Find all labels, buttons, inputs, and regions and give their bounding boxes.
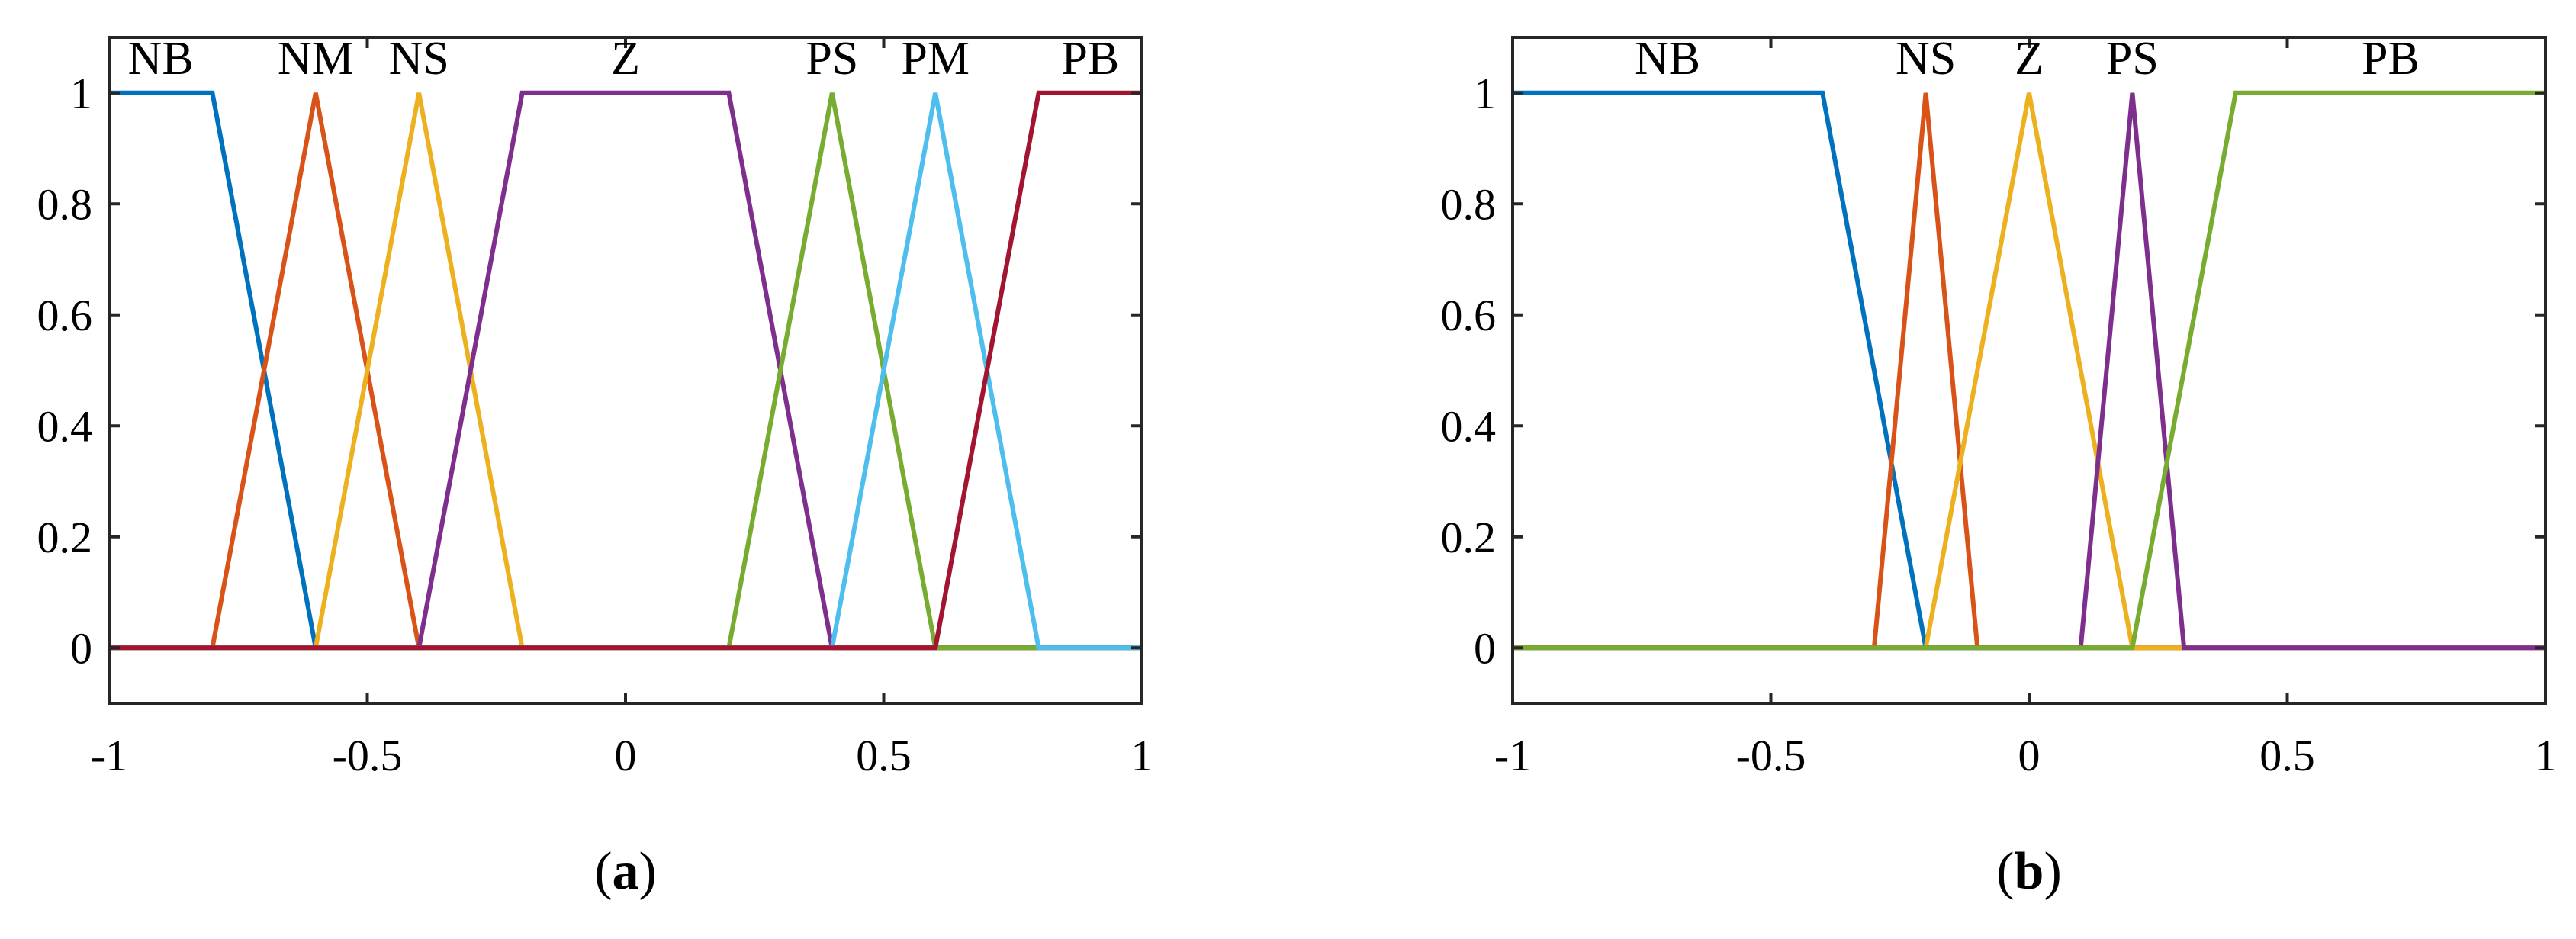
series-label-nb: NB xyxy=(128,33,194,85)
x-tick-label: 1 xyxy=(2535,731,2557,780)
panel-label-letter: a xyxy=(613,842,639,901)
y-tick-label: 0.4 xyxy=(37,401,93,451)
series-label-z: Z xyxy=(611,33,640,85)
panel-label-open-paren: ( xyxy=(594,842,612,901)
series-label-ps: PS xyxy=(806,33,858,85)
series-label-z: Z xyxy=(2015,33,2044,85)
panel-label-letter: b xyxy=(2015,842,2044,901)
series-label-pb: PB xyxy=(1061,33,1119,85)
panel-label-open-paren: ( xyxy=(1996,842,2014,901)
y-tick-label: 0.2 xyxy=(37,513,93,562)
series-label-ns: NS xyxy=(389,33,449,85)
series-line-ns xyxy=(1513,92,2545,651)
panel-label-close-paren: ) xyxy=(2044,842,2061,901)
series-line-pb xyxy=(1513,90,2545,651)
panel-b-chart: -1 -0.5 0 0.5 1 0 0.2 0.4 0.6 0.8 1 NB NS Z PS PB (b) xyxy=(1441,33,2557,901)
series-label-nb: NB xyxy=(1635,33,1700,85)
y-tick-label: 0.6 xyxy=(37,291,93,340)
x-tick-label: 0 xyxy=(2018,731,2041,780)
y-tick-label: 0.8 xyxy=(1441,179,1497,229)
x-tick-label: 0 xyxy=(615,731,637,780)
series-line-z xyxy=(1513,92,2545,651)
series-label-ns: NS xyxy=(1896,33,1956,85)
y-tick-label: 0 xyxy=(70,623,92,673)
panel-label: (b) xyxy=(1996,842,2062,901)
panel-a-chart: -1 -0.5 0 0.5 1 0 0.2 0.4 0.6 0.8 1 NB NM NS Z PS PM PB (a… xyxy=(37,33,1153,901)
y-tick-label: 0.8 xyxy=(37,179,93,229)
series-label-nm: NM xyxy=(278,33,354,85)
x-tick-label: -0.5 xyxy=(333,731,403,780)
series-line-ps xyxy=(1513,92,2545,651)
x-tick-label: 0.5 xyxy=(2259,731,2315,780)
y-tick-label: 0 xyxy=(1474,623,1496,673)
y-tick-label: 0.4 xyxy=(1441,401,1497,451)
axes-box xyxy=(1511,36,2547,705)
y-tick-label: 0.2 xyxy=(1441,513,1497,562)
x-tick-label: -1 xyxy=(91,731,127,780)
panel-label-close-paren: ) xyxy=(639,842,657,901)
x-tick-label: 1 xyxy=(1131,731,1153,780)
x-tick-label: -1 xyxy=(1494,731,1531,780)
series-label-pm: PM xyxy=(901,33,970,85)
panel-label: (a) xyxy=(594,842,657,901)
series-line-pb xyxy=(109,90,1142,651)
series-label-ps: PS xyxy=(2106,33,2159,85)
y-tick-label: 1 xyxy=(70,69,92,118)
x-tick-label: -0.5 xyxy=(1736,731,1806,780)
series-label-pb: PB xyxy=(2362,33,2420,85)
series-line-nb xyxy=(1513,90,2545,651)
y-tick-label: 1 xyxy=(1474,69,1496,118)
x-tick-label: 0.5 xyxy=(856,731,912,780)
y-tick-label: 0.6 xyxy=(1441,291,1497,340)
